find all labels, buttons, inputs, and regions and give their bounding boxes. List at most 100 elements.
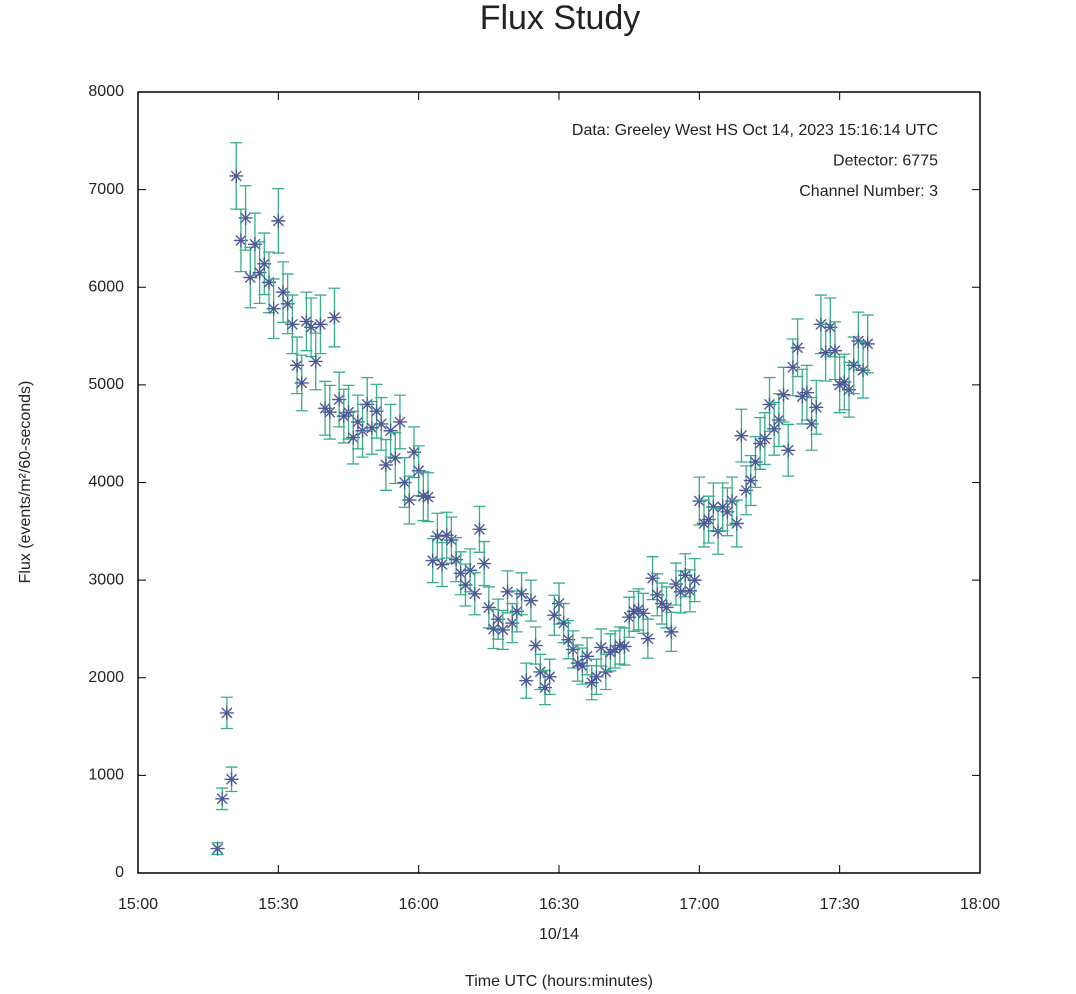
annotation: Data: Greeley West HS Oct 14, 2023 15:16… — [572, 122, 938, 139]
point — [514, 586, 529, 601]
chart-title: Flux Study — [480, 0, 641, 37]
point — [238, 210, 253, 225]
point — [528, 638, 543, 653]
point — [332, 392, 347, 407]
point — [350, 414, 365, 429]
point — [449, 552, 464, 567]
point — [252, 265, 267, 280]
point — [486, 621, 501, 636]
point — [369, 404, 384, 419]
point — [580, 649, 595, 664]
point — [860, 336, 875, 351]
point — [463, 563, 478, 578]
point — [523, 593, 538, 608]
point — [561, 632, 576, 647]
point — [467, 586, 482, 601]
point — [280, 296, 295, 311]
point — [327, 310, 342, 325]
point — [421, 490, 436, 505]
point — [308, 354, 323, 369]
point — [509, 604, 524, 619]
point — [304, 320, 319, 335]
point — [243, 270, 258, 285]
point — [430, 529, 445, 544]
point — [612, 638, 627, 653]
point — [388, 451, 403, 466]
point — [734, 428, 749, 443]
point — [682, 583, 697, 598]
point — [215, 791, 230, 806]
point — [257, 256, 272, 271]
point — [603, 645, 618, 660]
point — [799, 385, 814, 400]
point — [594, 640, 609, 655]
point — [823, 320, 838, 335]
point — [505, 616, 520, 631]
x-tick-label: 16:00 — [399, 896, 439, 913]
point — [411, 463, 426, 478]
point — [392, 414, 407, 429]
y-tick-label: 1000 — [88, 767, 124, 784]
point — [374, 416, 389, 431]
point — [224, 772, 239, 787]
x-tick-label: 17:00 — [679, 896, 719, 913]
point — [247, 237, 262, 252]
point — [364, 420, 379, 435]
point — [378, 457, 393, 472]
point — [725, 494, 740, 509]
x-tick-label: 18:00 — [960, 896, 1000, 913]
point — [739, 483, 754, 498]
x-tick-label: 17:30 — [820, 896, 860, 913]
point — [598, 664, 613, 679]
point — [397, 475, 412, 490]
point — [556, 616, 571, 631]
point — [575, 659, 590, 674]
point — [589, 669, 604, 684]
point — [294, 375, 309, 390]
point — [706, 499, 721, 514]
y-tick-label: 3000 — [88, 571, 124, 588]
y-tick-label: 5000 — [88, 376, 124, 393]
point — [495, 622, 510, 637]
point — [346, 430, 361, 445]
point — [261, 275, 276, 290]
point — [827, 343, 842, 358]
point — [846, 358, 861, 373]
y-tick-label: 8000 — [88, 83, 124, 100]
y-tick-label: 4000 — [88, 474, 124, 491]
point — [692, 494, 707, 509]
point — [851, 333, 866, 348]
point — [233, 233, 248, 248]
point — [219, 705, 234, 720]
point — [659, 600, 674, 615]
point — [584, 675, 599, 690]
x-date-label: 10/14 — [539, 926, 579, 943]
y-axis-label: Flux (events/m²/60-seconds) — [17, 381, 34, 584]
point — [570, 656, 585, 671]
point — [673, 584, 688, 599]
point — [416, 489, 431, 504]
point — [645, 571, 660, 586]
point — [229, 168, 244, 183]
point — [477, 556, 492, 571]
point — [748, 454, 763, 469]
point — [622, 610, 637, 625]
point — [668, 577, 683, 592]
point — [402, 493, 417, 508]
point — [285, 317, 300, 332]
point — [383, 423, 398, 438]
point — [757, 431, 772, 446]
point — [640, 631, 655, 646]
point — [491, 612, 506, 627]
point — [566, 642, 581, 657]
x-tick-label: 15:30 — [258, 896, 298, 913]
plot-frame — [137, 91, 981, 874]
point — [785, 360, 800, 375]
point — [804, 416, 819, 431]
point — [767, 421, 782, 436]
point — [776, 387, 791, 402]
annotation: Detector: 6775 — [833, 153, 938, 170]
point — [809, 400, 824, 415]
point — [453, 566, 468, 581]
